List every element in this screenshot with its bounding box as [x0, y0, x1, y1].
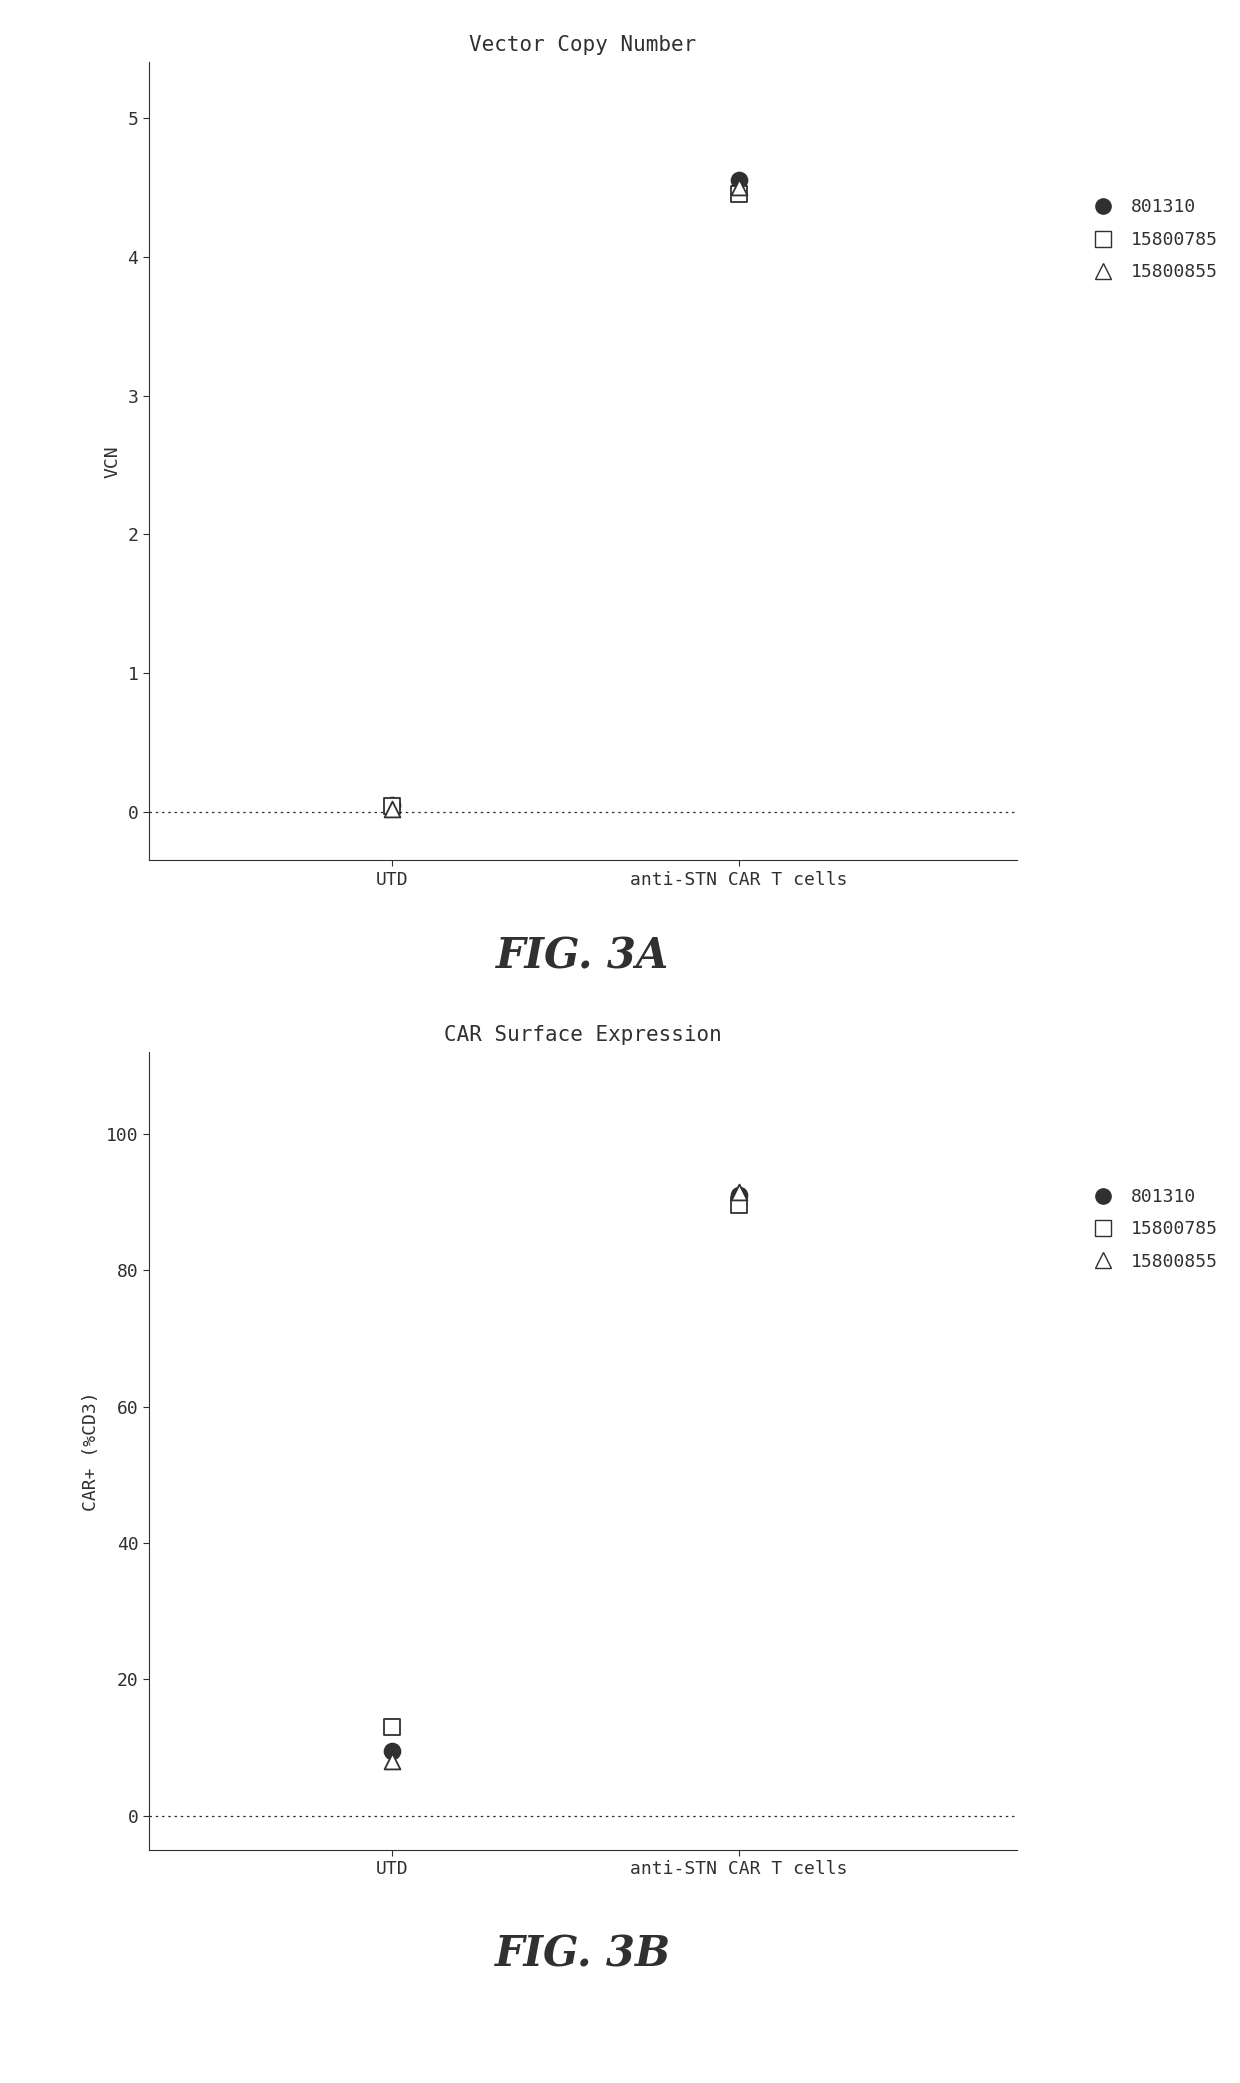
Title: CAR Surface Expression: CAR Surface Expression — [444, 1025, 722, 1046]
Point — [382, 1735, 402, 1768]
Point — [382, 789, 402, 823]
Title: Vector Copy Number: Vector Copy Number — [469, 35, 697, 56]
Point — [382, 1710, 402, 1743]
Point — [729, 165, 749, 198]
Point — [729, 171, 749, 204]
Text: FIG. 3A: FIG. 3A — [496, 935, 670, 977]
Legend: 801310, 15800785, 15800855: 801310, 15800785, 15800855 — [1079, 1181, 1225, 1279]
Point — [382, 787, 402, 821]
Point — [729, 1189, 749, 1223]
Point — [729, 1179, 749, 1212]
Text: FIG. 3B: FIG. 3B — [495, 1933, 671, 1975]
Point — [382, 1746, 402, 1779]
Point — [729, 1175, 749, 1208]
Point — [382, 792, 402, 825]
Y-axis label: VCN: VCN — [104, 446, 122, 477]
Legend: 801310, 15800785, 15800855: 801310, 15800785, 15800855 — [1079, 192, 1225, 290]
Y-axis label: CAR+ (%CD3): CAR+ (%CD3) — [82, 1391, 100, 1510]
Point — [729, 177, 749, 210]
